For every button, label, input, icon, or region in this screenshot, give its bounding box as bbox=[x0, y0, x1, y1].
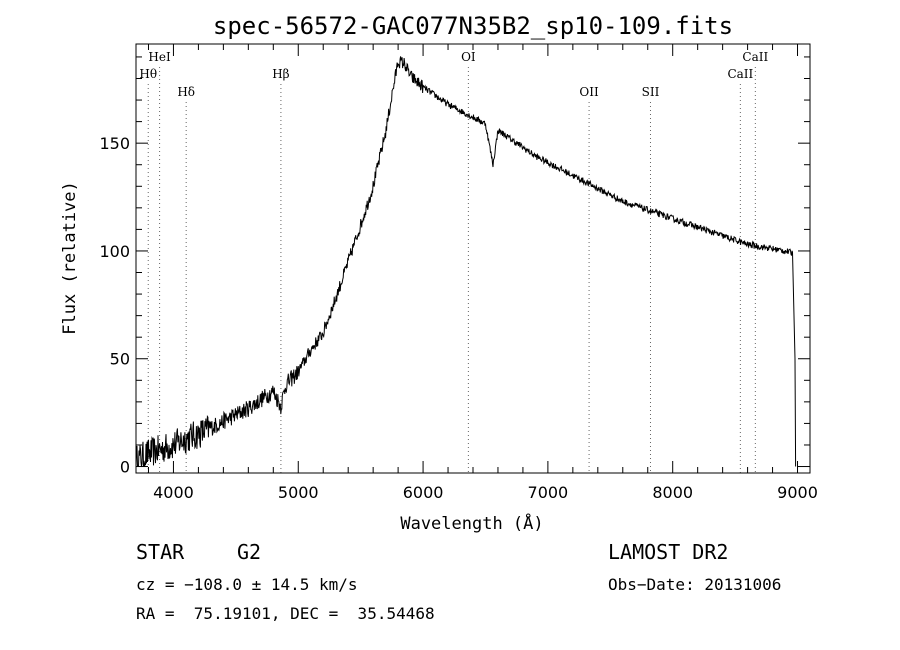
y-tick-label: 0 bbox=[120, 458, 130, 477]
spectral-line-label: Hθ bbox=[139, 67, 157, 81]
x-tick-label: 6000 bbox=[403, 483, 444, 502]
plot-frame bbox=[135, 43, 811, 474]
spectral-line-label: CaII bbox=[742, 50, 768, 64]
y-tick-label: 150 bbox=[99, 134, 130, 153]
spectral-line-label: OI bbox=[461, 50, 476, 64]
object-subclass: G2 bbox=[237, 540, 262, 564]
survey-name: LAMOST DR2 bbox=[608, 540, 729, 564]
spectral-line-label: HeI bbox=[148, 50, 171, 64]
x-tick-label: 8000 bbox=[652, 483, 693, 502]
y-tick-label: 50 bbox=[110, 350, 130, 369]
spectral-line-label: SII bbox=[642, 85, 660, 99]
x-tick-label: 7000 bbox=[528, 483, 569, 502]
chart-title: spec-56572-GAC077N35B2_sp10-109.fits bbox=[213, 12, 733, 40]
spectrum-line bbox=[135, 56, 797, 467]
y-tick-label: 100 bbox=[99, 242, 130, 261]
spectral-line-label: Hδ bbox=[177, 85, 195, 99]
redshift-cz: cz = −108.0 ± 14.5 km/s bbox=[136, 575, 358, 594]
x-tick-label: 4000 bbox=[153, 483, 194, 502]
object-type: STAR bbox=[136, 540, 185, 564]
spectral-line-label: Hβ bbox=[272, 67, 289, 81]
spectral-line-label: OII bbox=[579, 85, 599, 99]
y-axis: 0 50 100 150 bbox=[99, 56, 810, 477]
y-axis-label: Flux (relative) bbox=[60, 181, 80, 335]
observation-date: Obs−Date: 20131006 bbox=[608, 575, 782, 594]
x-tick-label: 9000 bbox=[777, 483, 818, 502]
x-axis: 4000 5000 6000 7000 8000 9000 bbox=[147, 44, 818, 502]
spectrum-series bbox=[135, 56, 797, 467]
coordinates: RA = 75.19101, DEC = 35.54468 bbox=[136, 604, 435, 623]
spectral-line-label: CaII bbox=[727, 67, 753, 81]
x-axis-label: Wavelength (Å) bbox=[400, 512, 543, 534]
spectral-line-markers: HeI Hθ Hδ Hβ OI OII SII CaII CaII bbox=[139, 50, 768, 473]
x-tick-label: 5000 bbox=[278, 483, 319, 502]
